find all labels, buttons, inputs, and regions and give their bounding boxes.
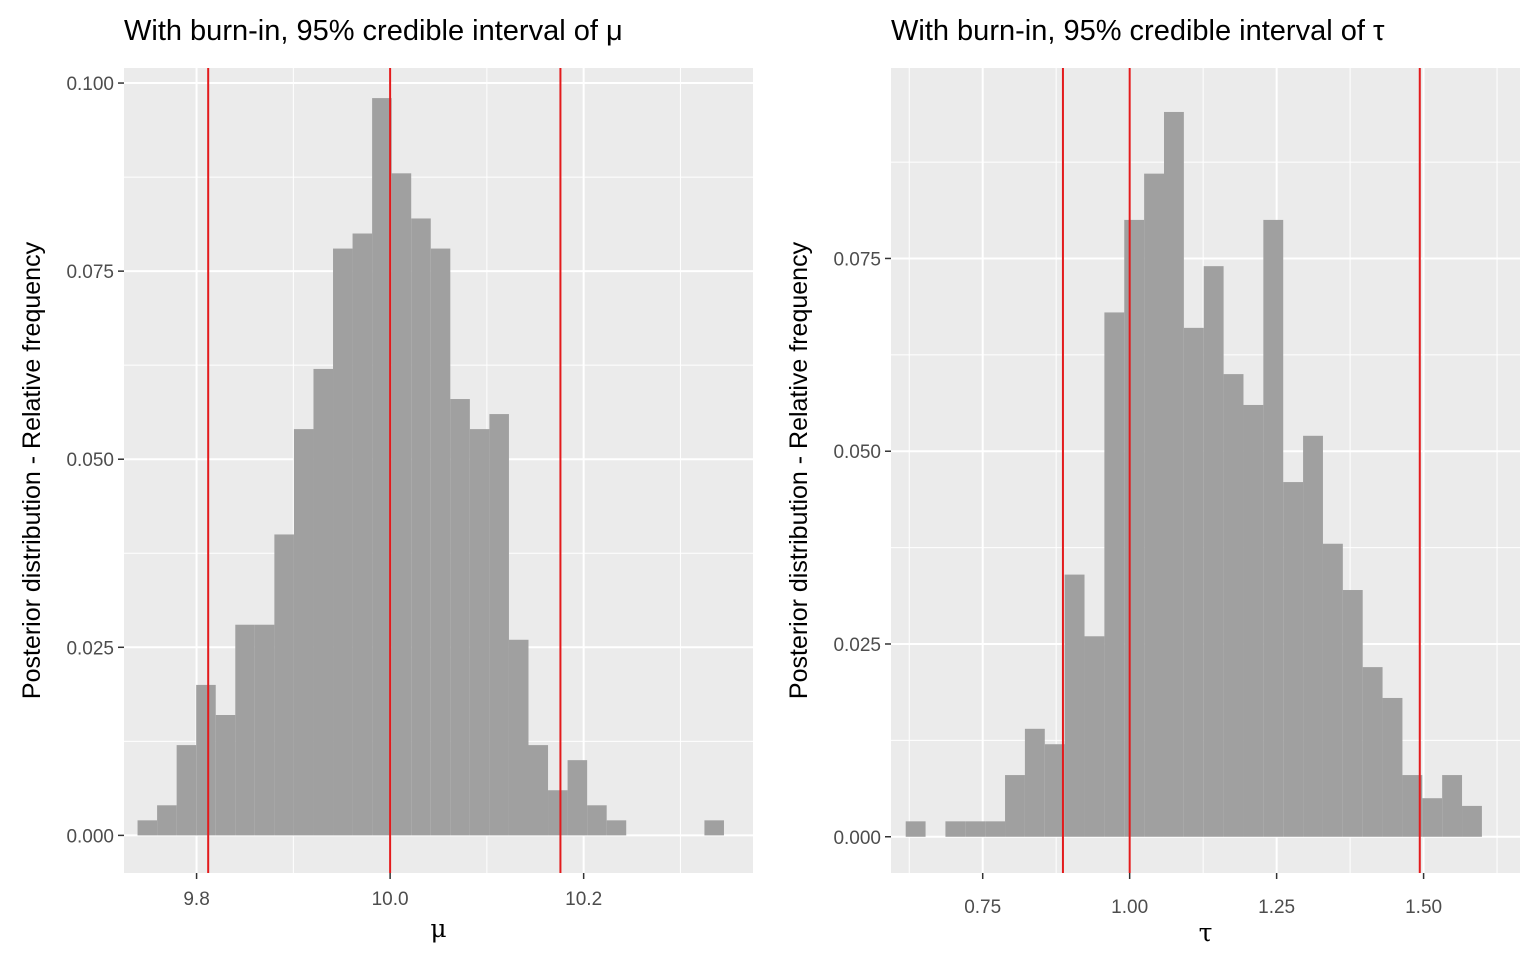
histogram-bar	[1203, 266, 1224, 837]
y-tick-label: 0.075	[66, 262, 114, 283]
chart-title: With burn-in, 95% credible interval of μ	[124, 15, 623, 47]
histogram-bar	[1342, 590, 1363, 837]
x-tick-label: 1.50	[1405, 897, 1442, 918]
histogram-bar	[176, 745, 197, 836]
x-tick-label: 10.0	[372, 889, 409, 910]
histogram-bar	[430, 248, 451, 836]
histogram-bar	[905, 821, 926, 837]
y-axis-label: Posterior distribution - Relative freque…	[18, 241, 46, 699]
histogram-bar	[411, 218, 431, 836]
histogram-bar	[489, 414, 509, 836]
histogram-bar	[567, 760, 588, 836]
histogram-bar	[1303, 435, 1323, 837]
x-tick-label: 1.00	[1111, 897, 1148, 918]
histogram-bar	[704, 820, 724, 836]
histogram-bar	[1263, 219, 1284, 837]
histogram-bar	[215, 715, 236, 836]
histogram-bar	[313, 368, 334, 836]
panel-mu: 0.000 0.025 0.050 0.075 0.100 9.8 10.0 10.2 With…	[18, 15, 753, 943]
panel-tau: 0.000 0.025 0.050 0.075 0.75 1.00 1.25 1.50 With…	[785, 15, 1520, 947]
histogram-bar	[1084, 636, 1105, 837]
histogram-bar	[528, 745, 549, 836]
x-axis-label: τ	[1199, 918, 1213, 947]
histogram-bar	[1243, 404, 1264, 837]
histogram-bar	[985, 821, 1006, 837]
histogram-bar	[548, 790, 568, 836]
y-tick-label: 0.025	[66, 638, 114, 659]
y-tick-label: 0.000	[66, 826, 114, 847]
histogram-bar	[606, 820, 627, 836]
histogram-bar	[1024, 728, 1045, 837]
histogram-bar	[1163, 111, 1184, 837]
histogram-bar	[372, 98, 392, 836]
histogram-bar	[965, 821, 986, 837]
histogram-bar	[450, 399, 470, 836]
histogram-bar	[235, 624, 255, 836]
histogram-bar	[352, 233, 373, 836]
chart-title: With burn-in, 95% credible interval of τ	[891, 15, 1385, 47]
histogram-bar	[1422, 798, 1443, 837]
x-tick-label: 9.8	[183, 889, 209, 910]
histogram-bar	[1223, 374, 1244, 837]
histogram-bar	[1402, 775, 1423, 837]
x-tick-label: 0.75	[964, 897, 1001, 918]
histogram-bar	[587, 805, 607, 836]
histogram-bar	[157, 805, 177, 836]
histogram-bar	[1104, 312, 1125, 837]
histogram-bar	[1144, 173, 1164, 837]
y-tick-label: 0.050	[833, 442, 881, 463]
y-tick-label: 0.050	[66, 450, 114, 471]
x-tick-label: 10.2	[565, 889, 602, 910]
histogram-bar	[274, 534, 294, 836]
histogram-bar	[137, 820, 158, 836]
y-tick-label: 0.100	[66, 74, 114, 95]
x-tick-label: 1.25	[1258, 897, 1295, 918]
histogram-bar	[1322, 543, 1343, 837]
histogram-bar	[1124, 219, 1145, 837]
histogram-bar	[1183, 327, 1204, 837]
histogram-bar	[391, 173, 412, 836]
y-tick-label: 0.025	[833, 635, 881, 656]
x-axis-label: μ	[430, 914, 446, 943]
y-tick-label: 0.000	[833, 828, 881, 849]
histogram-bar	[945, 821, 966, 837]
histogram-bar	[333, 248, 353, 836]
histogram-bar	[1005, 775, 1025, 837]
histogram-bar	[469, 429, 490, 836]
histogram-bar	[1044, 744, 1065, 837]
y-axis-label: Posterior distribution - Relative freque…	[785, 241, 813, 699]
y-tick-label: 0.075	[833, 249, 881, 270]
histogram-bar	[1382, 697, 1403, 837]
histogram-bar	[254, 624, 275, 836]
histogram-bar	[1283, 482, 1304, 837]
histogram-bar	[196, 684, 216, 836]
histogram-bar	[1462, 805, 1482, 837]
histogram-bar	[1442, 775, 1463, 837]
histogram-bar	[293, 429, 314, 836]
histogram-bar	[1362, 667, 1383, 837]
histogram-bar	[508, 639, 529, 836]
histogram-bar	[1064, 574, 1085, 837]
